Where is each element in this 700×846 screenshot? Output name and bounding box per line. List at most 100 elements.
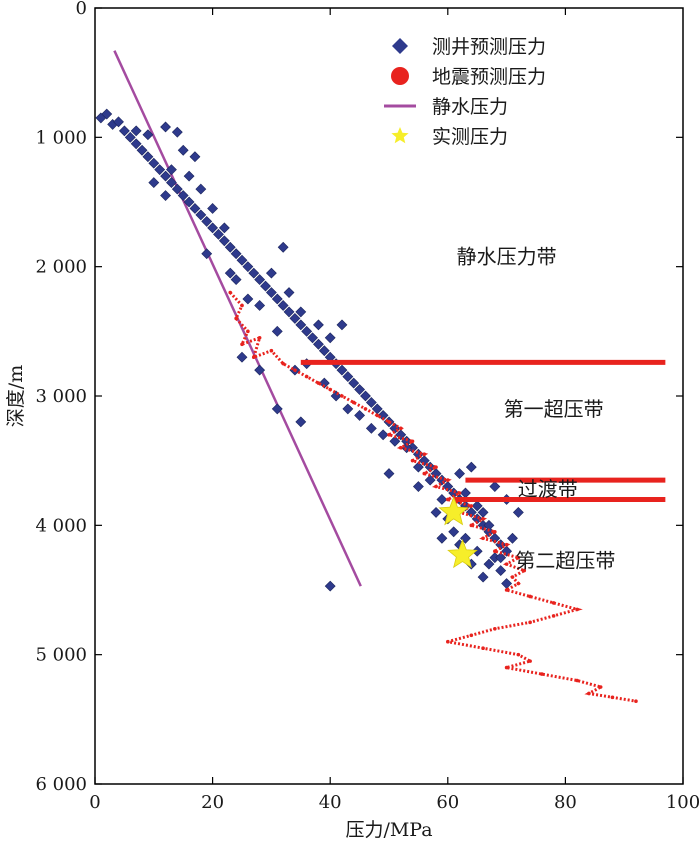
log-point	[207, 203, 219, 214]
x-tick-label: 20	[201, 792, 224, 813]
log-point	[166, 177, 177, 189]
x-tick-label: 40	[319, 792, 342, 813]
seismic-point	[481, 517, 485, 521]
seismic-point	[522, 568, 527, 573]
log-point	[318, 345, 330, 357]
log-point	[242, 261, 254, 273]
log-point	[507, 532, 518, 544]
log-point	[512, 506, 524, 518]
log-point	[248, 267, 260, 279]
y-tick-label: 2 000	[35, 257, 87, 278]
seismic-point	[504, 562, 509, 566]
seismic-point	[504, 588, 509, 592]
log-point	[348, 377, 360, 389]
log-point	[254, 300, 266, 311]
x-tick-label: 60	[436, 792, 459, 813]
log-point	[177, 144, 189, 156]
y-tick-label: 0	[76, 0, 87, 19]
log-point	[313, 319, 324, 331]
log-point	[318, 377, 330, 389]
seismic-point	[516, 581, 521, 586]
seismic-point	[316, 381, 321, 385]
log-point	[189, 151, 201, 163]
log-point	[230, 274, 242, 286]
log-point	[360, 390, 371, 402]
log-point	[412, 461, 424, 473]
log-point	[271, 293, 283, 305]
seismic-point	[516, 652, 521, 657]
log-point	[277, 241, 289, 253]
legend-label: 静水压力	[432, 96, 508, 118]
log-point	[195, 209, 207, 221]
log-point	[142, 151, 154, 163]
y-tick-label: 1 000	[35, 127, 87, 148]
log-point	[183, 196, 195, 208]
log-point	[166, 164, 177, 176]
log-point	[265, 267, 277, 279]
seismic-point	[240, 303, 244, 308]
legend-star-icon	[391, 127, 409, 144]
log-point	[230, 248, 242, 260]
log-point	[160, 190, 171, 201]
seismic-point	[410, 458, 415, 463]
seismic-point	[281, 361, 285, 366]
log-point	[330, 390, 342, 402]
seismic-point	[493, 627, 497, 631]
seismic-point	[516, 555, 521, 560]
seismic-point	[469, 504, 474, 508]
log-point	[465, 506, 477, 518]
log-point	[289, 312, 301, 324]
log-point	[336, 364, 348, 376]
log-point	[218, 222, 230, 234]
legend-label: 实测压力	[432, 126, 508, 148]
seismic-point	[598, 685, 603, 689]
log-point	[130, 125, 142, 137]
seismic-point	[493, 549, 497, 553]
y-tick-label: 4 000	[35, 515, 87, 536]
log-point	[124, 131, 136, 143]
log-point	[295, 416, 307, 428]
log-point	[354, 384, 366, 395]
log-point	[483, 558, 495, 570]
log-point	[465, 461, 477, 473]
seismic-point	[328, 387, 333, 392]
log-point	[495, 552, 507, 564]
log-point	[365, 422, 377, 434]
log-point	[301, 325, 313, 337]
log-point	[365, 397, 377, 408]
seismic-prediction-layer	[228, 290, 638, 704]
x-tick-label: 80	[554, 792, 577, 813]
seismic-point	[387, 433, 391, 437]
log-point	[271, 325, 283, 337]
log-point	[501, 578, 513, 589]
seismic-point	[375, 413, 380, 418]
log-point	[160, 170, 171, 182]
log-point	[265, 287, 277, 298]
log-point	[213, 228, 224, 240]
measured-pressure-layer	[438, 496, 478, 569]
seismic-point	[528, 594, 532, 599]
log-point	[171, 126, 183, 138]
y-axis-title: 深度/m	[5, 365, 27, 427]
seismic-point	[410, 439, 415, 444]
measured-star	[438, 496, 469, 526]
log-point	[471, 545, 483, 557]
seismic-point	[551, 614, 556, 618]
log-point	[254, 274, 266, 286]
axes-layer: 0 20 40 60 80 100 0 1 000 2 000 3 000 4 000 5 000 6 …	[5, 0, 700, 841]
seismic-point	[551, 601, 556, 605]
log-point	[336, 319, 348, 331]
seismic-point	[257, 336, 262, 340]
log-point	[489, 532, 501, 544]
seismic-point	[240, 342, 244, 347]
log-point	[148, 177, 160, 189]
log-point	[489, 481, 501, 492]
log-point	[254, 364, 266, 376]
seismic-point	[363, 407, 368, 411]
log-point	[207, 222, 219, 234]
log-point	[377, 429, 389, 441]
log-point	[436, 494, 448, 505]
